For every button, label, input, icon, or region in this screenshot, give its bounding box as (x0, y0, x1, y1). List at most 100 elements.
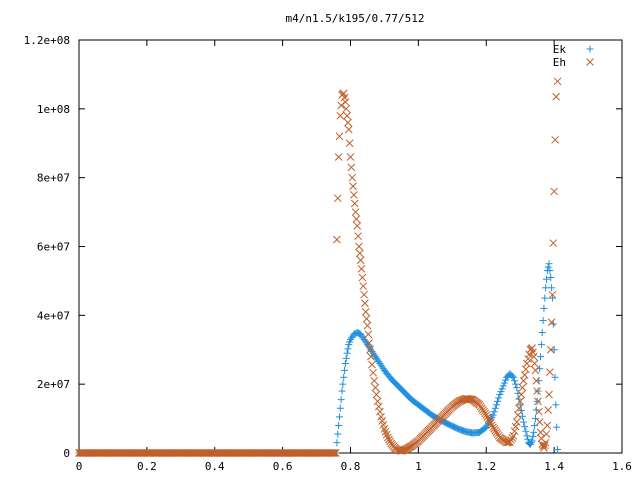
data-point (517, 390, 526, 399)
data-point (351, 208, 360, 216)
data-point (494, 397, 502, 405)
data-point (368, 360, 376, 369)
data-point (531, 421, 539, 429)
data-point (349, 182, 357, 191)
data-point (492, 401, 500, 409)
data-point (513, 384, 521, 392)
data-point (342, 354, 350, 362)
data-point (523, 432, 531, 440)
data-point (342, 104, 351, 113)
data-point (344, 125, 353, 134)
data-point (350, 191, 358, 199)
data-point (483, 413, 492, 422)
x-tick-label: 1 (415, 460, 422, 473)
x-tick-label: 1.2 (476, 460, 496, 473)
data-point (521, 423, 529, 431)
data-point (357, 265, 366, 273)
data-point (545, 260, 553, 268)
data-point (506, 438, 514, 446)
data-point (550, 346, 558, 354)
data-point (490, 408, 498, 416)
data-point (540, 441, 549, 450)
data-point (341, 366, 349, 374)
data-point (554, 446, 562, 454)
data-point (465, 395, 474, 403)
data-point (488, 421, 496, 430)
data-point (343, 349, 351, 357)
data-point (355, 249, 364, 258)
data-point (518, 412, 526, 420)
data-point (334, 153, 343, 161)
x-tick-label: 0.8 (341, 460, 361, 473)
data-point (534, 397, 542, 406)
data-point (553, 423, 561, 431)
data-point (507, 436, 515, 444)
data-point (331, 449, 340, 457)
data-point (526, 440, 534, 448)
data-point (337, 101, 346, 110)
data-point (497, 388, 505, 396)
data-point (369, 368, 377, 377)
data-point (539, 442, 547, 450)
data-point (550, 187, 558, 196)
data-point (529, 352, 538, 361)
series-eh (75, 77, 562, 457)
data-point (509, 373, 517, 381)
data-point (545, 390, 553, 399)
y-tick-label: 8e+07 (37, 172, 70, 185)
data-point (385, 435, 393, 444)
data-point (341, 98, 350, 106)
legend-label-eh: Eh (553, 56, 566, 69)
data-point (339, 380, 347, 388)
data-point (358, 273, 367, 282)
y-tick-label: 1e+08 (37, 103, 70, 116)
data-point (336, 111, 345, 120)
data-point (540, 304, 548, 312)
data-point (374, 402, 383, 411)
data-point (348, 173, 357, 182)
data-point (350, 199, 359, 208)
data-point (509, 431, 518, 440)
data-point (543, 421, 552, 430)
data-point (512, 380, 520, 388)
data-point (381, 427, 390, 436)
data-point (515, 404, 523, 413)
data-point (528, 437, 536, 445)
data-point (335, 132, 344, 141)
data-point (346, 153, 355, 161)
data-point (511, 422, 520, 431)
data-point (514, 411, 522, 419)
data-point (334, 430, 342, 438)
data-point (534, 407, 543, 416)
data-point (343, 111, 351, 120)
x-tick-label: 0.2 (137, 460, 157, 473)
data-point (359, 282, 368, 290)
y-tick-label: 2e+07 (37, 378, 70, 391)
ticks-layer: 0 0.2 0.4 0.6 0.8 1 1.2 1.4 1.6 0 2e+07 4e+07 6e+07 8… (24, 34, 632, 473)
data-point (347, 163, 356, 172)
data-point (531, 415, 539, 423)
data-point (496, 390, 504, 398)
data-point (524, 355, 532, 363)
data-point (356, 256, 365, 265)
data-point (522, 427, 530, 435)
x-tick-label: 0.4 (205, 460, 225, 473)
data-point (498, 385, 506, 393)
data-point (365, 339, 374, 347)
data-point (344, 118, 352, 127)
data-point (363, 321, 372, 330)
data-point (510, 427, 519, 436)
data-point (383, 433, 392, 442)
data-point (547, 273, 555, 281)
data-point (329, 449, 338, 457)
data-point (516, 397, 525, 406)
data-point (518, 383, 527, 392)
data-point (547, 318, 556, 327)
data-point (548, 294, 556, 302)
data-point (539, 316, 547, 324)
data-point (335, 421, 343, 429)
data-point (500, 379, 508, 387)
data-point (335, 413, 343, 421)
